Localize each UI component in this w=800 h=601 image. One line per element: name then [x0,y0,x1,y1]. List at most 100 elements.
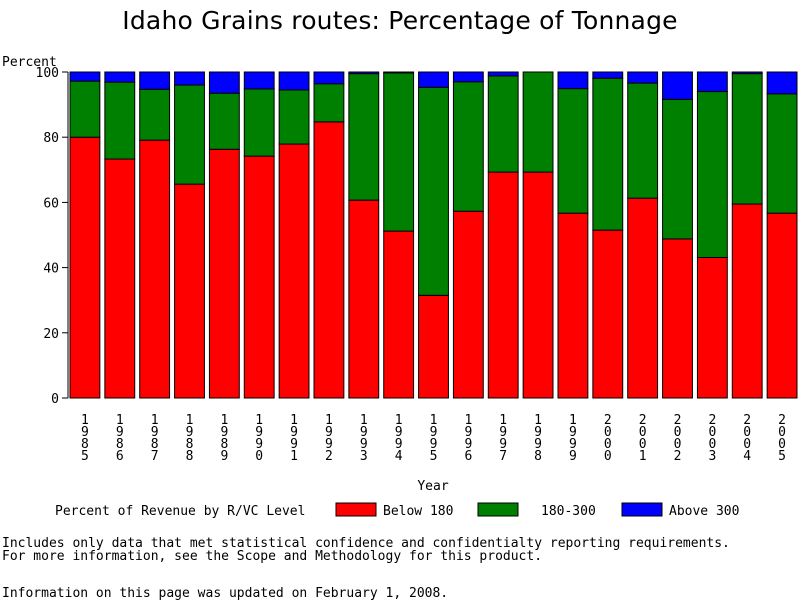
bar-1993-below-180 [348,199,380,399]
legend-label-above-300: Above 300 [669,504,739,519]
legend-label-below-180: Below 180 [383,504,453,519]
bar-1987-above-300 [139,71,171,90]
bar-2001-180-300 [627,82,659,199]
bar-1994-below-180 [383,230,415,399]
bar-1989-below-180 [208,148,240,399]
y-tick-label-80: 80 [43,131,59,146]
bar-1986-above-300 [104,71,136,83]
footnote-line-1: Includes only data that met statistical … [2,536,730,551]
bar-2002-180-300 [662,98,693,240]
chart-title: Idaho Grains routes: Percentage of Tonna… [122,6,678,35]
bar-2004-180-300 [731,73,763,205]
chart-bars [69,71,798,399]
bar-1996-below-180 [452,210,484,399]
bar-1991-below-180 [278,143,310,399]
bar-2005-below-180 [766,212,798,399]
bar-2002-below-180 [662,238,693,399]
x-axis-label: Year [417,479,448,494]
bar-1987-180-300 [139,88,171,141]
bar-1997-above-300 [487,71,519,77]
bar-1995-below-180 [418,294,449,399]
bar-1985-180-300 [69,80,101,138]
legend-swatch-below-180 [335,502,377,517]
bar-1998-below-180 [522,171,554,399]
bar-1994-180-300 [383,72,415,232]
bar-1997-below-180 [487,171,519,399]
bar-1999-above-300 [557,71,589,90]
bar-1992-above-300 [313,71,345,85]
legend-swatch-180-300 [477,502,519,517]
bar-2001-below-180 [627,197,659,399]
bar-1998-180-300 [522,71,554,173]
y-tick-label-0: 0 [51,392,59,407]
footnote-line-2: For more information, see the Scope and … [2,549,543,564]
bar-1985-below-180 [69,136,101,399]
bar-1992-below-180 [313,121,345,399]
bar-2004-above-300 [731,71,763,75]
bar-2003-below-180 [696,256,728,399]
bar-1989-above-300 [208,71,240,94]
bar-2000-above-300 [592,71,624,79]
y-tick-label-40: 40 [43,262,59,277]
bar-2002-above-300 [662,71,693,100]
y-tick-label-100: 100 [36,66,59,81]
bar-1985-above-300 [69,71,101,82]
bar-1990-180-300 [243,88,275,157]
bar-1999-below-180 [557,212,589,399]
bar-1986-180-300 [104,81,136,160]
y-tick-label-60: 60 [43,196,59,211]
bar-1996-180-300 [452,81,484,212]
legend-label-180-300: 180-300 [541,504,596,519]
bar-2001-above-300 [627,71,659,84]
legend-title: Percent of Revenue by R/VC Level [55,504,305,519]
bar-1996-above-300 [452,71,484,83]
bar-2005-above-300 [766,71,798,95]
bar-1989-180-300 [208,92,240,150]
bar-1995-above-300 [418,71,449,88]
bar-1986-below-180 [104,158,136,399]
bar-1988-above-300 [174,71,205,86]
legend-swatch-above-300 [621,502,663,517]
bar-1990-below-180 [243,155,275,399]
bar-1994-above-300 [383,71,415,74]
y-tick-label-20: 20 [43,327,59,342]
bar-1992-180-300 [313,83,345,123]
bar-2004-below-180 [731,203,763,399]
bar-1990-above-300 [243,71,275,90]
bar-2000-below-180 [592,229,624,399]
bar-1993-180-300 [348,73,380,201]
bar-1988-below-180 [174,183,205,399]
bar-1993-above-300 [348,71,380,75]
bar-2003-180-300 [696,91,728,258]
bar-2003-above-300 [696,71,728,93]
bar-2005-180-300 [766,93,798,214]
bar-2000-180-300 [592,77,624,231]
bar-1997-180-300 [487,75,519,173]
chart-legend: Percent of Revenue by R/VC Level Below 18… [55,502,739,519]
bar-1987-below-180 [139,139,171,399]
bar-1991-180-300 [278,89,310,145]
bar-1988-180-300 [174,84,205,185]
chart-axes: Percent 1 9 8 5 1 9 8 6 1 9 8 7 1 9 8 8 1 9 8 9 1 9 9 0 1 9 9 1 1 9 9 2 1… [2,55,786,494]
